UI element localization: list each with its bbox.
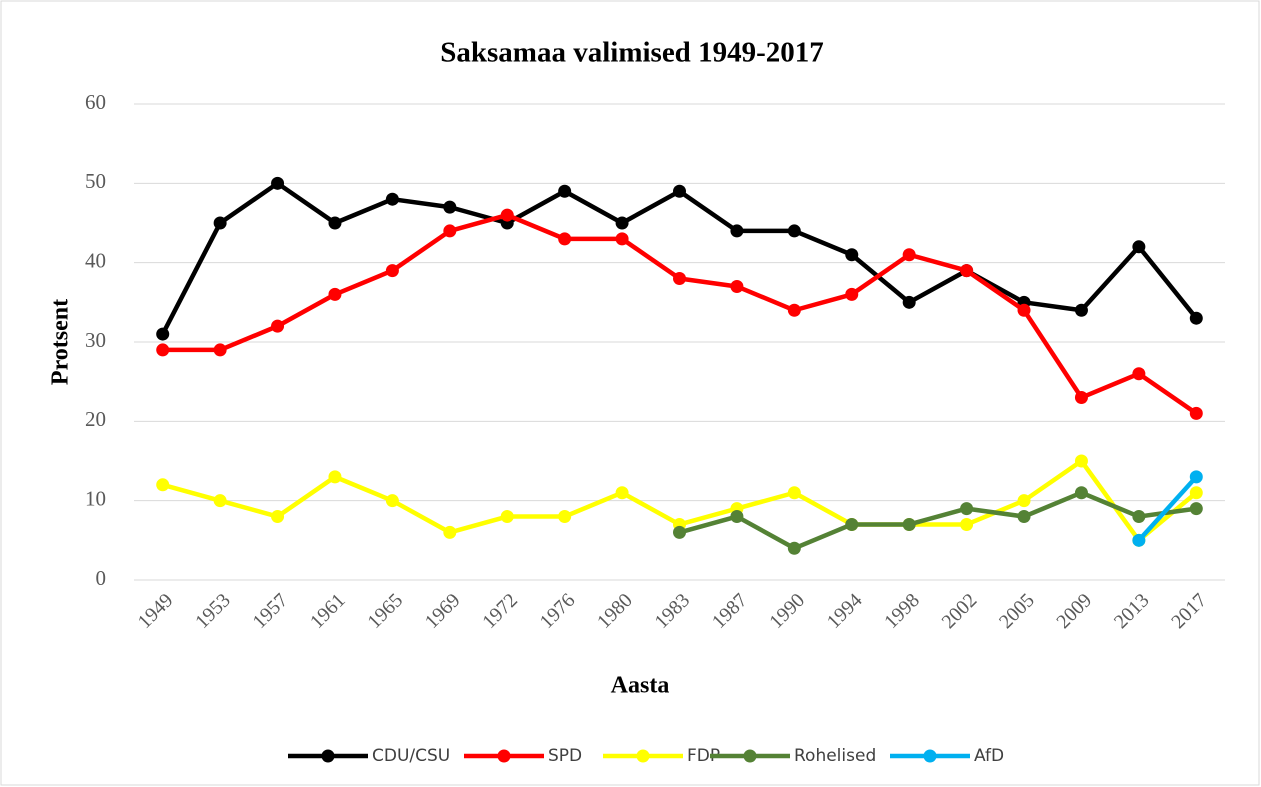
data-point	[960, 264, 974, 278]
data-point	[615, 486, 629, 500]
data-point	[673, 184, 686, 198]
data-point	[328, 470, 342, 484]
data-point	[328, 216, 342, 230]
data-point	[1189, 470, 1203, 484]
data-point	[558, 184, 572, 198]
data-point	[902, 295, 916, 309]
data-point	[787, 303, 801, 317]
data-point	[960, 502, 974, 516]
legend-label: AfD	[974, 746, 1004, 766]
data-point	[328, 287, 342, 301]
series-line	[678, 490, 1197, 551]
data-point	[156, 327, 170, 341]
data-point	[902, 248, 916, 262]
y-tick-label: 20	[85, 407, 106, 431]
data-point	[1017, 303, 1031, 317]
data-point	[845, 517, 859, 531]
legend-label: SPD	[548, 746, 582, 766]
y-tick-label: 30	[85, 328, 106, 352]
data-point	[385, 264, 399, 278]
data-point	[1074, 454, 1088, 468]
data-point	[385, 494, 399, 508]
legend-marker	[636, 749, 650, 763]
data-point	[1074, 391, 1088, 405]
data-point	[500, 510, 514, 524]
data-point	[787, 541, 801, 555]
data-point	[960, 517, 974, 531]
data-point	[730, 279, 744, 293]
data-point	[385, 192, 399, 206]
y-tick-label: 50	[85, 169, 106, 193]
data-point	[1017, 494, 1031, 508]
data-point	[902, 517, 916, 531]
data-point	[156, 343, 170, 357]
data-point	[730, 510, 744, 524]
data-point	[1189, 502, 1203, 516]
data-point	[443, 200, 457, 214]
legend-label: CDU/CSU	[372, 746, 450, 766]
y-tick-label: 10	[85, 486, 106, 510]
chart-title: Saksamaa valimised 1949-2017	[440, 37, 823, 69]
y-tick-label: 60	[85, 90, 106, 114]
data-point	[673, 525, 686, 539]
legend-label: FDP	[687, 746, 720, 766]
y-axis-label: Protsent	[48, 299, 74, 385]
data-point	[1189, 406, 1203, 420]
data-point	[673, 272, 686, 286]
data-point	[558, 510, 572, 524]
legend-marker	[923, 749, 937, 763]
data-point	[787, 224, 801, 238]
data-point	[1132, 367, 1146, 381]
data-point	[271, 176, 285, 190]
data-point	[271, 510, 285, 524]
legend-marker	[497, 749, 511, 763]
data-point	[1132, 240, 1146, 254]
data-point	[558, 232, 572, 246]
y-tick-label: 0	[96, 566, 107, 590]
legend-marker	[321, 749, 335, 763]
data-point	[443, 224, 457, 238]
data-point	[271, 319, 285, 333]
data-point	[1189, 311, 1203, 325]
data-point	[730, 224, 744, 238]
legend-label: Rohelised	[794, 746, 876, 766]
data-point	[500, 208, 514, 222]
data-point	[156, 478, 170, 492]
data-point	[787, 486, 801, 500]
data-point	[213, 494, 227, 508]
data-point	[845, 248, 859, 262]
data-point	[845, 287, 859, 301]
data-point	[1074, 486, 1088, 500]
data-point	[615, 216, 629, 230]
series-line	[1137, 475, 1198, 542]
data-point	[615, 232, 629, 246]
y-tick-label: 40	[85, 248, 106, 272]
data-point	[1132, 510, 1146, 524]
data-point	[213, 343, 227, 357]
data-point	[1074, 303, 1088, 317]
data-point	[1017, 510, 1031, 524]
legend-marker	[743, 749, 757, 763]
data-point	[443, 525, 457, 539]
data-point	[1132, 533, 1146, 547]
data-point	[213, 216, 227, 230]
x-axis-label: Aasta	[611, 673, 670, 699]
data-point	[1189, 486, 1203, 500]
